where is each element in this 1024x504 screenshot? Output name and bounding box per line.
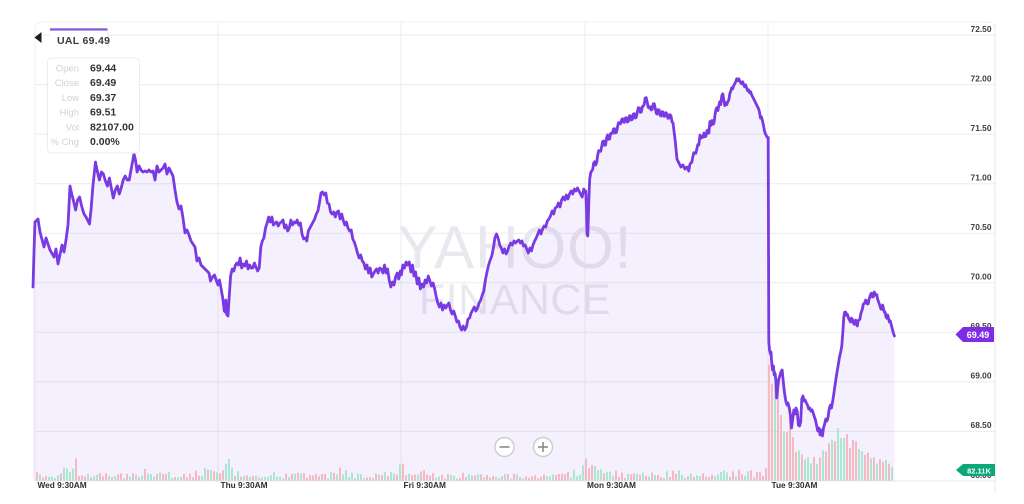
svg-text:70.50: 70.50: [971, 222, 992, 232]
svg-text:71.00: 71.00: [971, 173, 992, 183]
svg-text:69.49: 69.49: [967, 330, 990, 340]
svg-text:69.50: 69.50: [971, 321, 992, 331]
svg-text:69.00: 69.00: [971, 371, 992, 381]
svg-text:0.00%: 0.00%: [90, 136, 120, 148]
svg-text:Tue 9:30AM: Tue 9:30AM: [772, 480, 818, 490]
svg-text:Thu 9:30AM: Thu 9:30AM: [221, 480, 268, 490]
svg-text:72.50: 72.50: [971, 24, 992, 34]
svg-text:69.44: 69.44: [90, 63, 116, 75]
svg-text:69.49: 69.49: [90, 77, 116, 89]
svg-text:70.00: 70.00: [971, 272, 992, 282]
svg-text:Wed 9:30AM: Wed 9:30AM: [38, 480, 87, 490]
svg-text:68.50: 68.50: [971, 420, 992, 430]
svg-text:Open: Open: [56, 64, 79, 75]
svg-text:FINANCE: FINANCE: [419, 276, 611, 324]
svg-text:71.50: 71.50: [971, 123, 992, 133]
svg-text:82107.00: 82107.00: [90, 121, 134, 133]
svg-text:Mon 9:30AM: Mon 9:30AM: [587, 480, 636, 490]
svg-text:72.00: 72.00: [971, 73, 992, 83]
svg-text:69.51: 69.51: [90, 107, 116, 119]
svg-text:Low: Low: [62, 93, 80, 104]
svg-text:UAL 69.49: UAL 69.49: [57, 35, 110, 47]
svg-text:69.37: 69.37: [90, 92, 116, 104]
svg-text:High: High: [59, 108, 79, 119]
svg-text:82.11K: 82.11K: [967, 467, 991, 476]
svg-text:Vol: Vol: [66, 122, 79, 133]
svg-text:Fri 9:30AM: Fri 9:30AM: [404, 480, 447, 490]
svg-text:% Chg: % Chg: [50, 137, 79, 148]
svg-text:Close: Close: [55, 78, 79, 89]
svg-text:YAHOO!: YAHOO!: [398, 214, 633, 281]
